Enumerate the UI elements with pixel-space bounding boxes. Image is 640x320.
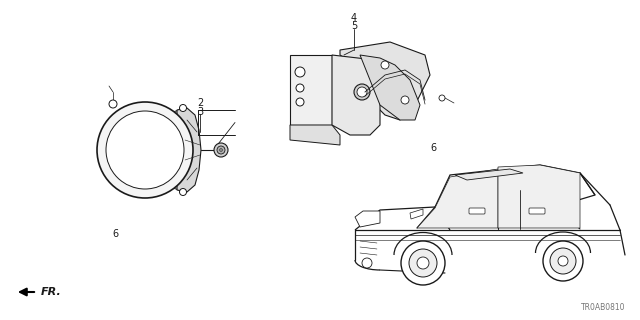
- Circle shape: [550, 248, 576, 274]
- Polygon shape: [417, 169, 498, 228]
- Text: 6: 6: [430, 143, 436, 153]
- Polygon shape: [290, 125, 340, 145]
- Circle shape: [417, 257, 429, 269]
- Circle shape: [296, 98, 304, 106]
- Text: 5: 5: [351, 21, 357, 31]
- FancyBboxPatch shape: [469, 208, 485, 214]
- Text: FR.: FR.: [41, 287, 61, 297]
- Polygon shape: [332, 55, 380, 135]
- Polygon shape: [498, 165, 580, 228]
- FancyBboxPatch shape: [529, 208, 545, 214]
- Circle shape: [558, 256, 568, 266]
- Text: 4: 4: [351, 13, 357, 23]
- Polygon shape: [173, 178, 189, 192]
- Circle shape: [354, 84, 370, 100]
- Circle shape: [381, 61, 389, 69]
- Text: 6: 6: [112, 229, 118, 239]
- Circle shape: [409, 249, 437, 277]
- Polygon shape: [355, 211, 380, 227]
- Polygon shape: [455, 169, 523, 180]
- Text: 2: 2: [197, 98, 203, 108]
- Circle shape: [179, 188, 186, 196]
- Circle shape: [362, 258, 372, 268]
- Circle shape: [439, 95, 445, 101]
- Circle shape: [401, 96, 409, 104]
- FancyBboxPatch shape: [290, 55, 332, 125]
- Circle shape: [220, 148, 223, 151]
- Polygon shape: [173, 108, 189, 122]
- Circle shape: [295, 67, 305, 77]
- Circle shape: [217, 146, 225, 154]
- Text: TR0AB0810: TR0AB0810: [580, 303, 625, 312]
- Polygon shape: [410, 209, 423, 219]
- Circle shape: [543, 241, 583, 281]
- Polygon shape: [360, 55, 420, 120]
- Circle shape: [357, 87, 367, 97]
- Polygon shape: [177, 108, 201, 192]
- Circle shape: [109, 100, 117, 108]
- Circle shape: [214, 143, 228, 157]
- Circle shape: [106, 111, 184, 189]
- Circle shape: [179, 105, 186, 111]
- Text: 3: 3: [197, 107, 203, 117]
- Polygon shape: [340, 42, 430, 120]
- Circle shape: [97, 102, 193, 198]
- Circle shape: [401, 241, 445, 285]
- Circle shape: [296, 84, 304, 92]
